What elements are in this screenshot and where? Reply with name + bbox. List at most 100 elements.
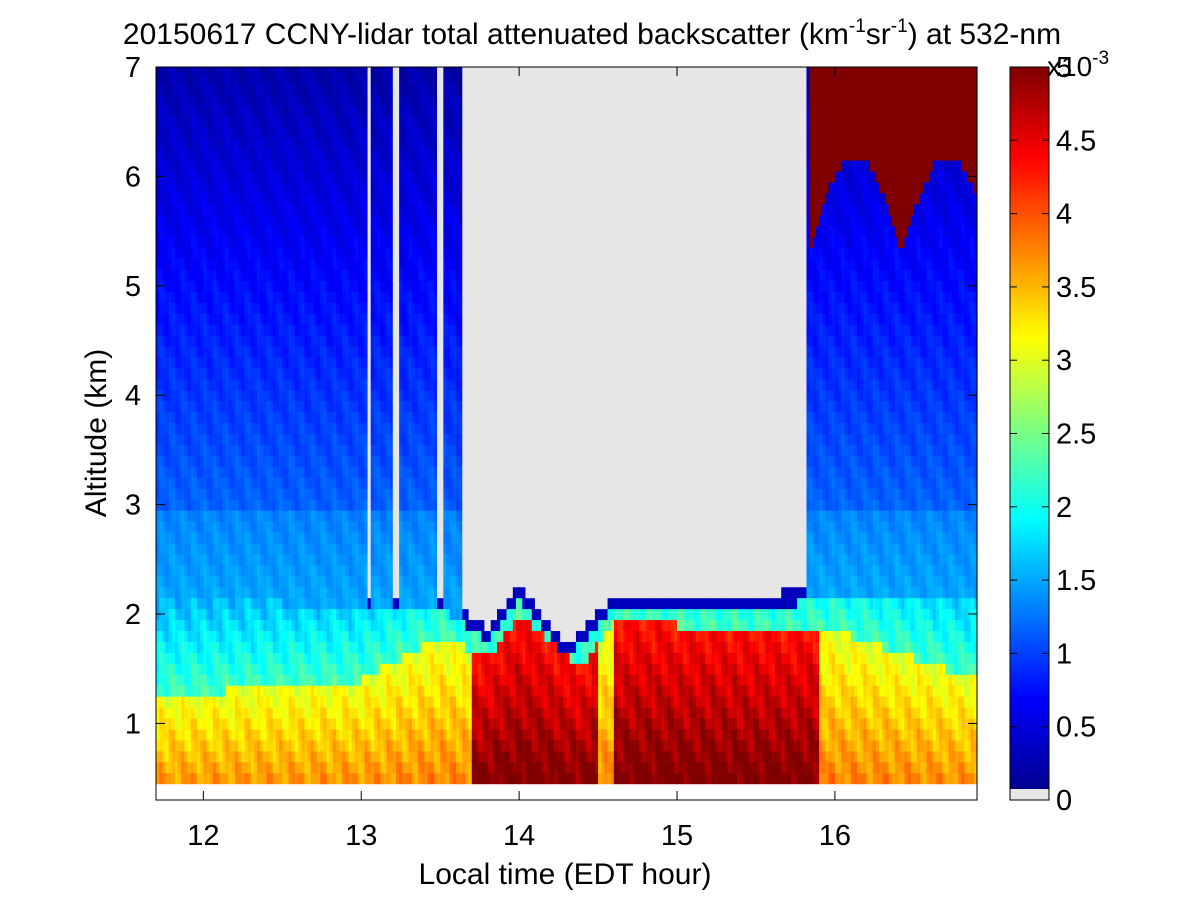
heatmap-cell [197,575,201,588]
heatmap-cell [184,203,189,216]
heatmap-cell [216,367,220,380]
heatmap-cell [241,521,246,533]
heatmap-cell [244,630,249,642]
heatmap-cell [234,663,239,675]
heatmap-cell [156,739,160,752]
heatmap-cell [212,455,217,467]
heatmap-cell [190,159,195,172]
heatmap-cell [168,138,173,150]
heatmap-cell [234,510,239,522]
heatmap-cell [234,521,239,533]
heatmap-cell [200,685,204,697]
heatmap-cell [178,170,182,183]
heatmap-cell [216,170,220,183]
heatmap-cell [231,127,236,139]
heatmap-cell [187,455,192,467]
heatmap-cell [193,324,198,336]
heatmap-cell [219,630,223,642]
heatmap-cell [203,696,208,708]
heatmap-cell [174,564,179,577]
heatmap-cell [231,739,236,752]
heatmap-cell [165,302,170,314]
heatmap-cell [225,345,230,358]
heatmap-cell [231,542,236,555]
heatmap-cell [174,94,179,106]
heatmap-cell [238,302,242,314]
heatmap-cell [216,619,220,632]
heatmap-cell [171,214,176,227]
heatmap-cell [200,619,204,632]
heatmap-cell [238,488,242,500]
heatmap-cell [184,83,189,95]
heatmap-cell [162,378,167,391]
heatmap-cell [222,717,227,730]
heatmap-cell [193,433,198,446]
heatmap-cell [203,225,208,238]
heatmap-cell [247,116,252,128]
heatmap-cell [203,258,208,270]
heatmap-cell [241,444,246,456]
heatmap-cell [197,553,201,566]
heatmap-cell [209,575,214,588]
heatmap-cell [165,203,170,216]
heatmap-cell [209,116,214,128]
heatmap-cell [247,378,252,391]
heatmap-cell [203,269,208,281]
heatmap-cell [187,597,192,610]
heatmap-cell [178,597,182,610]
heatmap-cell [219,663,223,675]
heatmap-cell [178,225,182,238]
heatmap-cell [219,685,223,697]
heatmap-cell [190,433,195,446]
heatmap-cell [159,94,163,106]
heatmap-cell [187,542,192,555]
heatmap-cell [159,477,163,489]
heatmap-cell [238,313,242,325]
heatmap-cell [187,510,192,522]
heatmap-cell [212,389,217,402]
heatmap-cell [200,652,204,664]
heatmap-cell [187,214,192,227]
heatmap-cell [244,707,249,719]
heatmap-cell [197,72,201,85]
heatmap-cell [225,761,230,774]
heatmap-cell [190,72,195,85]
heatmap-cell [171,433,176,446]
heatmap-cell [212,291,217,303]
heatmap-cell [206,192,211,205]
heatmap-cell [225,630,230,642]
heatmap-cell [181,772,186,785]
heatmap-cell [209,269,214,281]
heatmap-cell [190,367,195,380]
heatmap-cell [244,72,249,85]
heatmap-cell [165,696,170,708]
heatmap-cell [247,739,252,752]
heatmap-cell [222,499,227,511]
heatmap-cell [200,488,204,500]
heatmap-cell [197,630,201,642]
heatmap-cell [168,586,173,599]
heatmap-cell [184,345,189,358]
heatmap-cell [206,159,211,172]
heatmap-cell [241,291,246,303]
heatmap-cell [209,83,214,95]
heatmap-cell [178,159,182,172]
heatmap-cell [181,236,186,249]
heatmap-cell [200,149,204,161]
heatmap-cell [168,280,173,292]
heatmap-cell [190,356,195,369]
heatmap-cell [174,302,179,314]
heatmap-cell [231,159,236,172]
heatmap-cell [216,422,220,435]
heatmap-cell [178,302,182,314]
heatmap-cell [244,455,249,467]
heatmap-cell [222,455,227,467]
heatmap-cell [222,531,227,544]
heatmap-cell [225,149,230,161]
heatmap-cell [238,641,242,653]
heatmap-cell [212,345,217,358]
heatmap-cell [219,345,223,358]
heatmap-cell [206,269,211,281]
heatmap-cell [225,477,230,489]
heatmap-cell [156,324,160,336]
